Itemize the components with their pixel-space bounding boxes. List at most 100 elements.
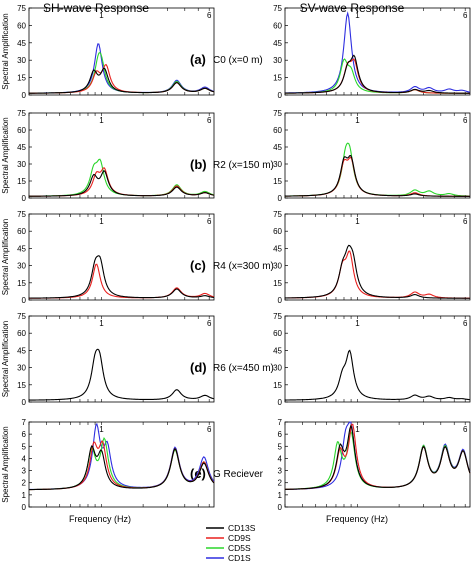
y-tick-label: 3 <box>22 467 27 476</box>
y-tick-label: 45 <box>273 39 282 48</box>
series-line-cd13s <box>284 244 470 299</box>
y-tick-label: 0 <box>22 503 27 512</box>
y-tick-label: 0 <box>278 91 283 100</box>
y-tick-label: 75 <box>273 210 282 219</box>
y-tick-label: 75 <box>17 109 26 118</box>
y-tick-label: 6 <box>22 430 27 439</box>
series-line-cd9s <box>28 440 215 491</box>
y-tick-label: 45 <box>17 39 26 48</box>
y-tick-label: 30 <box>17 262 26 271</box>
x-tick-label: 1 <box>99 425 104 434</box>
x-tick-label: 6 <box>463 319 468 328</box>
y-tick-label: 75 <box>17 210 26 219</box>
y-axis-label: Spectral Amplification <box>1 117 10 193</box>
y-tick-label: 60 <box>17 21 26 30</box>
x-tick-label: 6 <box>463 116 468 125</box>
y-tick-label: 60 <box>273 126 282 135</box>
y-tick-label: 15 <box>273 74 282 83</box>
y-tick-label: 4 <box>22 454 27 463</box>
series-line-cd9s <box>284 156 470 197</box>
plot-frame <box>28 213 215 301</box>
plot-frame <box>28 315 215 403</box>
y-tick-label: 30 <box>273 262 282 271</box>
plot-frame <box>28 421 215 508</box>
chart-b-sh: 0 15 30 45 60 75 1 6 Spectral Amplification <box>1 109 215 203</box>
y-tick-label: 0 <box>22 398 27 407</box>
y-tick-label: 30 <box>17 160 26 169</box>
series-line-cd5s <box>28 51 215 94</box>
y-tick-label: 0 <box>278 296 283 305</box>
y-tick-label: 75 <box>273 4 282 13</box>
chart-e-sh: 0 1 2 3 4 5 6 7 1 6 Spectral Amplification <box>1 418 215 512</box>
y-tick-label: 45 <box>17 346 26 355</box>
y-tick-label: 15 <box>17 74 26 83</box>
x-axis-label-sv: Frequency (Hz) <box>326 514 388 524</box>
y-tick-label: 30 <box>17 364 26 373</box>
y-tick-label: 5 <box>278 442 283 451</box>
panel-letter-a: (a) <box>190 52 206 67</box>
y-tick-label: 0 <box>278 194 283 203</box>
y-tick-label: 60 <box>273 21 282 30</box>
chart-c-sv: 0 15 30 45 60 75 1 6 <box>273 210 471 305</box>
y-tick-label: 15 <box>17 177 26 186</box>
y-tick-label: 0 <box>22 194 27 203</box>
y-axis-label: Spectral Amplification <box>1 321 10 397</box>
plot-frame <box>28 7 215 96</box>
panel-letter-c: (c) <box>190 258 206 273</box>
y-axis-label: Spectral Amplification <box>1 13 10 89</box>
series-line-cd13s <box>284 54 471 94</box>
y-tick-label: 1 <box>22 491 27 500</box>
chart-a-sv: 0 15 30 45 60 75 1 6 <box>273 4 471 100</box>
y-tick-label: 5 <box>22 442 27 451</box>
series-line-cd5s <box>284 58 470 94</box>
y-tick-label: 6 <box>278 430 283 439</box>
y-tick-label: 15 <box>17 279 26 288</box>
x-tick-label: 1 <box>355 217 360 226</box>
y-tick-label: 0 <box>278 398 283 407</box>
series-line-cd1s <box>284 11 471 94</box>
panel-location-label: R6 (x=450 m) <box>213 363 274 374</box>
panel-location-label: R2 (x=150 m) <box>213 160 274 171</box>
x-tick-label: 1 <box>99 116 104 125</box>
y-tick-label: 60 <box>273 329 282 338</box>
series-line-cd5s <box>284 430 471 490</box>
y-tick-label: 15 <box>273 177 282 186</box>
y-tick-label: 45 <box>273 346 282 355</box>
y-tick-label: 60 <box>17 227 26 236</box>
legend-label-cd9s: CD9S <box>228 533 251 543</box>
series-line-cd13s <box>284 155 471 197</box>
plot-frame <box>28 112 215 199</box>
y-tick-label: 45 <box>273 143 282 152</box>
y-tick-label: 7 <box>22 418 27 427</box>
y-tick-label: 75 <box>17 312 26 321</box>
chart-b-sv: 0 15 30 45 60 75 1 6 <box>273 109 471 203</box>
legend-label-cd5s: CD5S <box>228 543 251 553</box>
y-tick-label: 45 <box>17 143 26 152</box>
y-tick-label: 75 <box>273 109 282 118</box>
chart-c-sh: 0 15 30 45 60 75 1 6 Spectral Amplification <box>1 210 215 305</box>
x-tick-label: 6 <box>207 11 212 20</box>
y-tick-label: 30 <box>273 364 282 373</box>
y-tick-label: 4 <box>278 454 283 463</box>
y-axis-label: Spectral Amplification <box>1 219 10 295</box>
y-tick-label: 3 <box>278 467 283 476</box>
x-tick-label: 1 <box>99 217 104 226</box>
series-line-cd13s <box>28 170 215 197</box>
chart-d-sh: 0 15 30 45 60 75 1 6 Spectral Amplification <box>1 312 215 407</box>
series-line-cd1s <box>28 43 215 94</box>
x-tick-label: 6 <box>463 11 468 20</box>
legend-label-cd1s: CD1S <box>228 553 251 563</box>
y-tick-label: 60 <box>17 329 26 338</box>
series-line-cd5s <box>28 158 215 197</box>
series-line-cd9s <box>29 263 215 299</box>
chart-a-sh: 0 15 30 45 60 75 1 6 Spectral Amplification <box>1 4 215 100</box>
series-line-cd5s <box>284 142 471 197</box>
y-tick-label: 0 <box>278 503 283 512</box>
panel-location-label: R4 (x=300 m) <box>213 261 274 272</box>
chart-d-sv: 0 15 30 45 60 75 1 6 <box>273 312 471 407</box>
panel-letter-d: (d) <box>190 360 207 375</box>
x-tick-label: 6 <box>207 425 212 434</box>
series-line-cd5s <box>28 437 215 491</box>
series-line-cd13s <box>28 445 215 491</box>
